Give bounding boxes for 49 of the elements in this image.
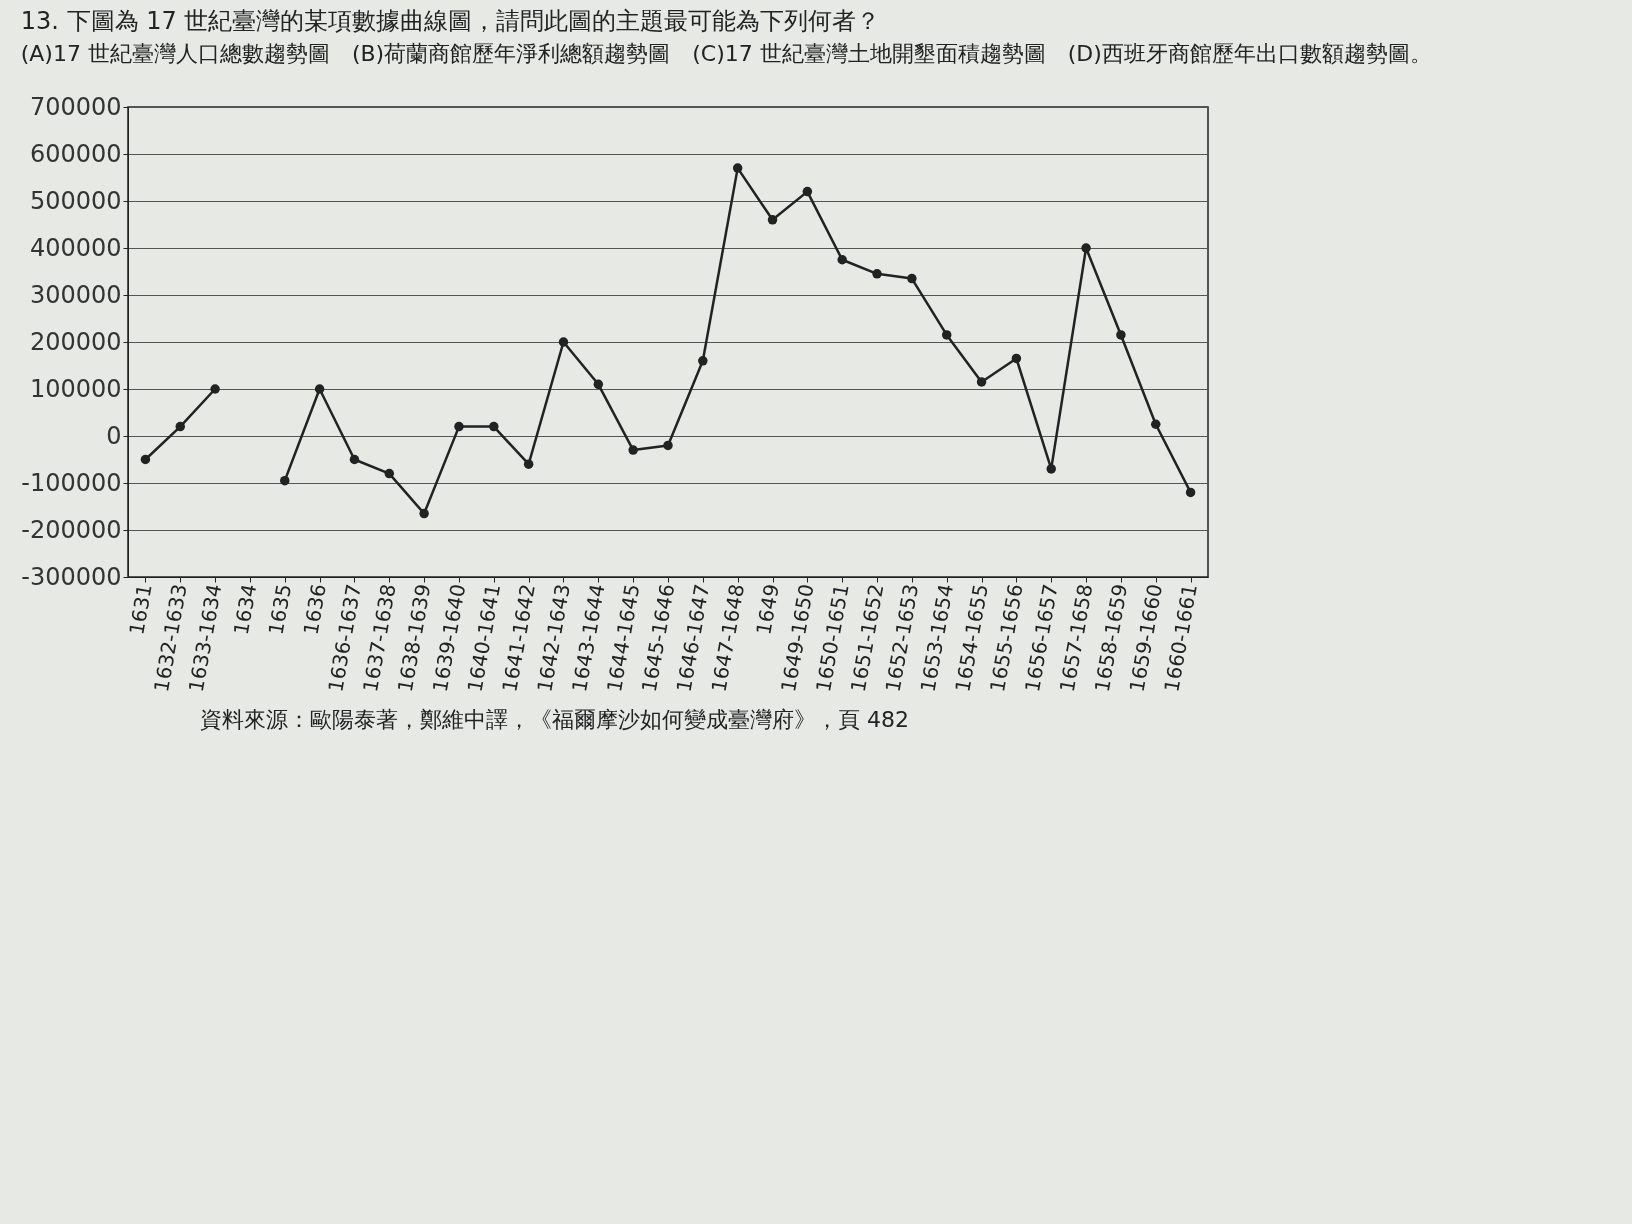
point [349,454,360,465]
point [175,421,185,432]
point [1185,487,1196,498]
point [941,330,952,340]
point [802,186,813,197]
point [210,384,220,394]
x-tick-label: 1634 [228,582,262,637]
point [523,459,534,469]
point [314,384,325,394]
point [698,356,708,366]
point [419,508,429,519]
y-tick-label: -300000 [21,562,122,591]
point [489,421,499,432]
point [1046,464,1056,474]
chart-title: 13. 下圖為 17 世紀臺灣的某項數據曲線圖，請問此圖的主題最可能為下列何者？ [20,7,881,35]
point [837,255,847,265]
x-tick-label: 1649 [751,582,784,637]
point [1011,353,1022,364]
y-tick-label: 600000 [29,139,122,168]
point [976,377,987,387]
point [1116,330,1126,340]
point [384,468,395,479]
point [1151,419,1161,429]
y-tick-label: 0 [106,421,122,450]
point [907,273,917,284]
point [767,215,778,225]
x-tick-label: 1635 [263,582,297,637]
y-tick-label: 300000 [29,280,122,309]
y-tick-label: 400000 [29,233,122,262]
point [628,445,638,455]
point [593,379,604,390]
y-tick-label: -100000 [21,468,122,497]
point [280,475,290,486]
point [663,440,673,451]
chart-subtitle: (A)17 世紀臺灣人口總數趨勢圖 (B)荷蘭商館歷年淨利總額趨勢圖 (C)17 世紀臺灣土地開墾面積趨勢圖 (D)西班牙商館歷年出口數額趨勢圖。 [20,41,1432,66]
point [558,337,569,347]
point [140,454,151,465]
point [872,269,882,279]
y-tick-label: 100000 [29,374,122,403]
source-note: 資料來源：歐陽泰著，鄭維中譯，《福爾摩沙如何變成臺灣府》，頁 482 [200,706,910,734]
point [732,163,743,173]
y-tick-label: 700000 [29,92,122,121]
point [1081,243,1091,253]
y-tick-label: -200000 [21,515,122,544]
y-tick-label: 200000 [29,327,122,356]
x-tick-label: 1631 [124,582,157,637]
y-tick-label: 500000 [29,186,122,215]
point [454,421,464,432]
x-tick-label: 1636 [298,582,331,637]
